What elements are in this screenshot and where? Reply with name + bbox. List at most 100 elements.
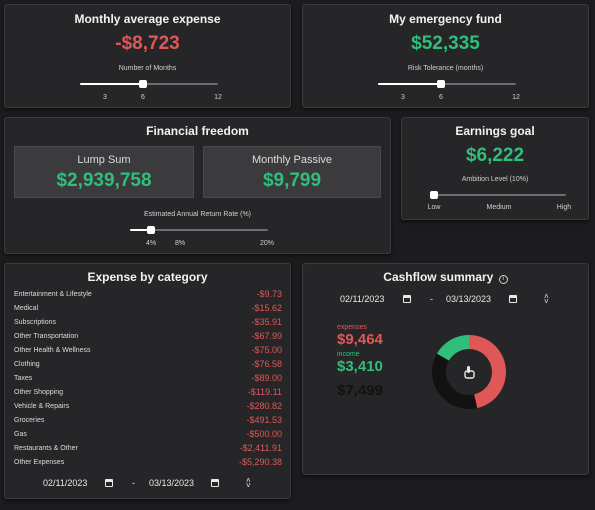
category-name: Entertainment & Lifestyle bbox=[14, 291, 92, 298]
list-item: Groceries -$491.53 bbox=[14, 415, 282, 429]
category-amount: -$491.53 bbox=[246, 415, 282, 425]
category-name: Clothing bbox=[14, 361, 40, 368]
category-amount: -$9.73 bbox=[256, 289, 282, 299]
list-item: Restaurants & Other -$2,411.91 bbox=[14, 443, 282, 457]
ambition-slider[interactable] bbox=[430, 191, 566, 199]
lump-sum-box: Lump Sum $2,939,758 bbox=[14, 146, 194, 198]
category-amount: -$15.62 bbox=[251, 303, 282, 313]
card-title: Monthly average expense bbox=[74, 12, 221, 26]
calendar-icon[interactable] bbox=[403, 295, 411, 303]
net-segment[interactable] bbox=[432, 353, 478, 409]
tick-label: Low bbox=[427, 204, 441, 211]
cashflow-legend: expenses $9,464 income $3,410 $7,499 bbox=[337, 324, 383, 399]
monthly-expense-value: -$8,723 bbox=[115, 33, 180, 54]
calendar-icon[interactable] bbox=[211, 479, 219, 487]
card-title: Financial freedom bbox=[146, 124, 249, 138]
category-amount: -$89.00 bbox=[251, 373, 282, 383]
card-title: My emergency fund bbox=[389, 12, 502, 26]
card-title: Earnings goal bbox=[455, 124, 535, 138]
info-icon[interactable]: i bbox=[498, 275, 508, 284]
card-title: Expense by category bbox=[87, 270, 208, 284]
months-slider[interactable] bbox=[80, 80, 218, 88]
income-value: $3,410 bbox=[337, 358, 383, 375]
emergency-fund-value: $52,335 bbox=[411, 33, 480, 54]
tick-label: 6 bbox=[439, 94, 443, 101]
calendar-icon[interactable] bbox=[509, 295, 517, 303]
category-amount: -$2,411.91 bbox=[239, 443, 282, 453]
list-item: Vehicle & Repairs -$280.82 bbox=[14, 401, 282, 415]
date-to-input[interactable]: 03/13/2023 bbox=[446, 294, 492, 304]
cashflow-title: Cashflow summary bbox=[383, 270, 494, 284]
category-amount: -$67.99 bbox=[251, 331, 282, 341]
financial-freedom-card: Financial freedom Lump Sum $2,939,758 Mo… bbox=[4, 117, 391, 254]
category-name: Vehicle & Repairs bbox=[14, 403, 70, 410]
slider-label: Risk Tolerance (months) bbox=[407, 65, 484, 72]
monthly-passive-label: Monthly Passive bbox=[251, 154, 333, 166]
tick-label: 4% bbox=[145, 240, 157, 247]
pointer-hand-icon[interactable] bbox=[464, 366, 475, 379]
tick-label: High bbox=[556, 204, 572, 211]
emergency-fund-card: My emergency fund $52,335 Risk Tolerance… bbox=[302, 4, 589, 108]
tick-label: 20% bbox=[259, 240, 275, 247]
risk-tolerance-slider[interactable] bbox=[378, 80, 516, 88]
category-name: Medical bbox=[14, 305, 39, 312]
slider-thumb[interactable] bbox=[437, 80, 445, 88]
stepper-icon[interactable]: ˄ ˅ bbox=[544, 292, 549, 306]
date-from-input[interactable]: 02/11/2023 bbox=[340, 294, 385, 304]
category-amount: -$76.58 bbox=[251, 359, 282, 369]
date-from-input[interactable]: 02/11/2023 bbox=[43, 478, 88, 488]
tick-label: 8% bbox=[174, 240, 186, 247]
expenses-value: $9,464 bbox=[337, 331, 383, 348]
category-amount: -$75.00 bbox=[251, 345, 282, 355]
slider-thumb[interactable] bbox=[430, 191, 438, 199]
tick-label: 3 bbox=[103, 94, 107, 101]
tick-label: 6 bbox=[141, 94, 145, 101]
expenses-label: expenses bbox=[337, 324, 367, 331]
list-item: Other Transportation -$67.99 bbox=[14, 331, 282, 345]
expenses-segment[interactable] bbox=[469, 335, 506, 409]
slider-label: Number of Months bbox=[118, 65, 177, 72]
slider-label: Estimated Annual Return Rate (%) bbox=[144, 211, 251, 218]
tick-label: 12 bbox=[512, 94, 520, 101]
list-item: Gas -$500.00 bbox=[14, 429, 282, 443]
list-item: Clothing -$76.58 bbox=[14, 359, 282, 373]
date-range-picker: 02/11/2023 - 03/13/2023 ˄ ˅ bbox=[303, 292, 590, 308]
category-name: Other Expenses bbox=[14, 459, 65, 466]
date-range-picker: 02/11/2023 - 03/13/2023 ˄ ˅ bbox=[5, 476, 292, 492]
list-item: Subscriptions -$35.91 bbox=[14, 317, 282, 331]
slider-thumb[interactable] bbox=[139, 80, 147, 88]
tick-label: Medium bbox=[486, 204, 512, 211]
category-name: Other Transportation bbox=[14, 333, 79, 340]
category-name: Restaurants & Other bbox=[14, 445, 78, 452]
category-name: Groceries bbox=[14, 417, 45, 424]
monthly-expense-card: Monthly average expense -$8,723 Number o… bbox=[4, 4, 291, 108]
calendar-icon[interactable] bbox=[105, 479, 113, 487]
return-rate-slider[interactable] bbox=[130, 226, 268, 234]
slider-label: Ambition Level (10%) bbox=[461, 176, 529, 183]
tick-label: 12 bbox=[214, 94, 222, 101]
lump-sum-label: Lump Sum bbox=[77, 154, 131, 166]
category-amount: -$5,290.38 bbox=[238, 457, 282, 467]
net-value: $7,499 bbox=[337, 382, 383, 399]
slider-thumb[interactable] bbox=[147, 226, 155, 234]
list-item: Other Expenses -$5,290.38 bbox=[14, 457, 282, 471]
category-name: Other Health & Wellness bbox=[14, 347, 91, 354]
monthly-passive-box: Monthly Passive $9,799 bbox=[203, 146, 381, 198]
date-to-input[interactable]: 03/13/2023 bbox=[149, 478, 195, 488]
list-item: Entertainment & Lifestyle -$9.73 bbox=[14, 289, 282, 303]
list-item: Other Shopping -$119.11 bbox=[14, 387, 282, 401]
cashflow-summary-card: Cashflow summary i 02/11/2023 - 03/13/20… bbox=[302, 263, 589, 475]
date-separator: - bbox=[430, 294, 433, 304]
category-name: Taxes bbox=[14, 375, 33, 382]
cashflow-donut-chart[interactable] bbox=[427, 330, 511, 414]
list-item: Other Health & Wellness -$75.00 bbox=[14, 345, 282, 359]
date-separator: - bbox=[132, 478, 135, 488]
monthly-passive-value: $9,799 bbox=[262, 170, 322, 191]
category-amount: -$119.11 bbox=[247, 387, 282, 397]
expense-by-category-card: Expense by category Entertainment & Life… bbox=[4, 263, 291, 499]
earnings-goal-card: Earnings goal $6,222 Ambition Level (10%… bbox=[401, 117, 589, 220]
income-segment[interactable] bbox=[436, 335, 469, 361]
stepper-icon[interactable]: ˄ ˅ bbox=[246, 476, 251, 490]
list-item: Taxes -$89.00 bbox=[14, 373, 282, 387]
category-name: Gas bbox=[14, 431, 27, 438]
